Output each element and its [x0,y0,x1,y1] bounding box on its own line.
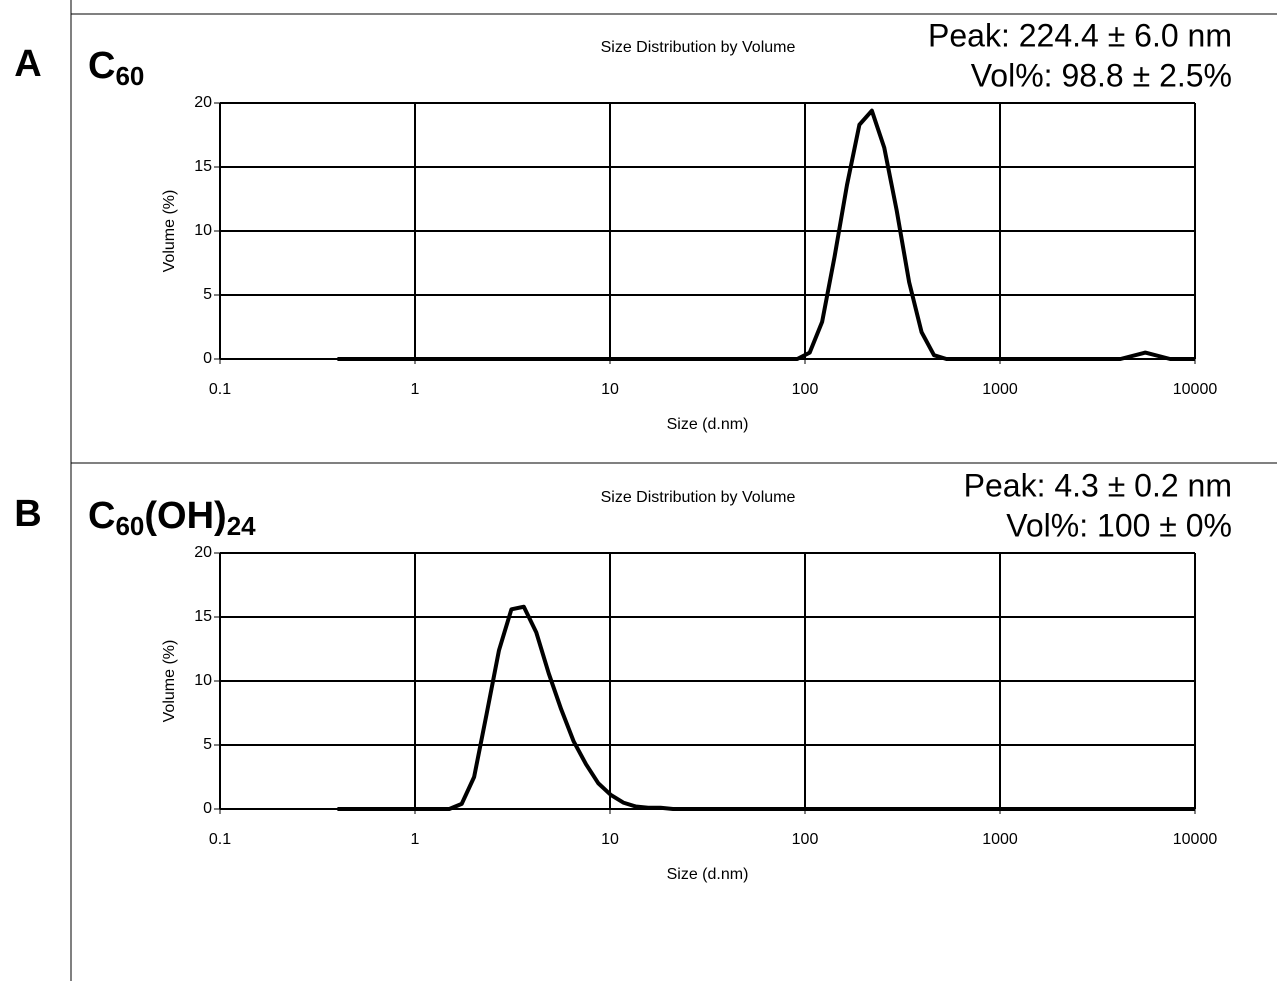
y-tick-label: 0 [203,350,212,367]
x-tick-label: 1 [411,831,420,848]
y-axis-label: Volume (%) [161,190,178,273]
y-tick-label: 15 [194,158,212,175]
x-tick-label: 10 [601,381,619,398]
label-part: C [88,495,115,537]
y-tick-label: 0 [203,800,212,817]
label-part: 60 [115,511,144,541]
x-axis-label: Size (d.nm) [667,866,749,883]
label-part: (OH) [144,495,226,537]
label-part: 24 [227,511,256,541]
y-tick-label: 5 [203,736,212,753]
y-tick-label: 20 [194,94,212,111]
label-part: 60 [115,61,144,91]
panel-letter: A [14,43,41,85]
sample-label: C60(OH)24 [88,495,256,541]
chart-title: Size Distribution by Volume [601,489,796,506]
x-tick-label: 100 [792,381,819,398]
annotation: Peak: 4.3 ± 0.2 nm [964,467,1232,503]
y-axis-label: Volume (%) [161,640,178,723]
x-tick-label: 1 [411,381,420,398]
data-line [337,108,1195,361]
x-tick-label: 1000 [982,381,1018,398]
x-tick-label: 10000 [1173,381,1218,398]
y-tick-label: 10 [194,672,212,689]
x-tick-label: 10000 [1173,831,1218,848]
x-tick-label: 0.1 [209,831,231,848]
y-tick-label: 20 [194,544,212,561]
x-axis-label: Size (d.nm) [667,416,749,433]
annotation: Vol%: 98.8 ± 2.5% [971,57,1232,93]
y-tick-label: 10 [194,222,212,239]
annotation: Vol%: 100 ± 0% [1006,507,1232,543]
x-tick-label: 0.1 [209,381,231,398]
y-tick-label: 5 [203,286,212,303]
x-tick-label: 100 [792,831,819,848]
annotation: Peak: 224.4 ± 6.0 nm [928,17,1232,53]
y-tick-label: 15 [194,608,212,625]
data-line [337,604,1195,811]
x-tick-label: 10 [601,831,619,848]
chart-title: Size Distribution by Volume [601,39,796,56]
sample-label: C60 [88,45,144,91]
x-tick-label: 1000 [982,831,1018,848]
panel-letter: B [14,493,41,535]
label-part: C [88,45,115,87]
